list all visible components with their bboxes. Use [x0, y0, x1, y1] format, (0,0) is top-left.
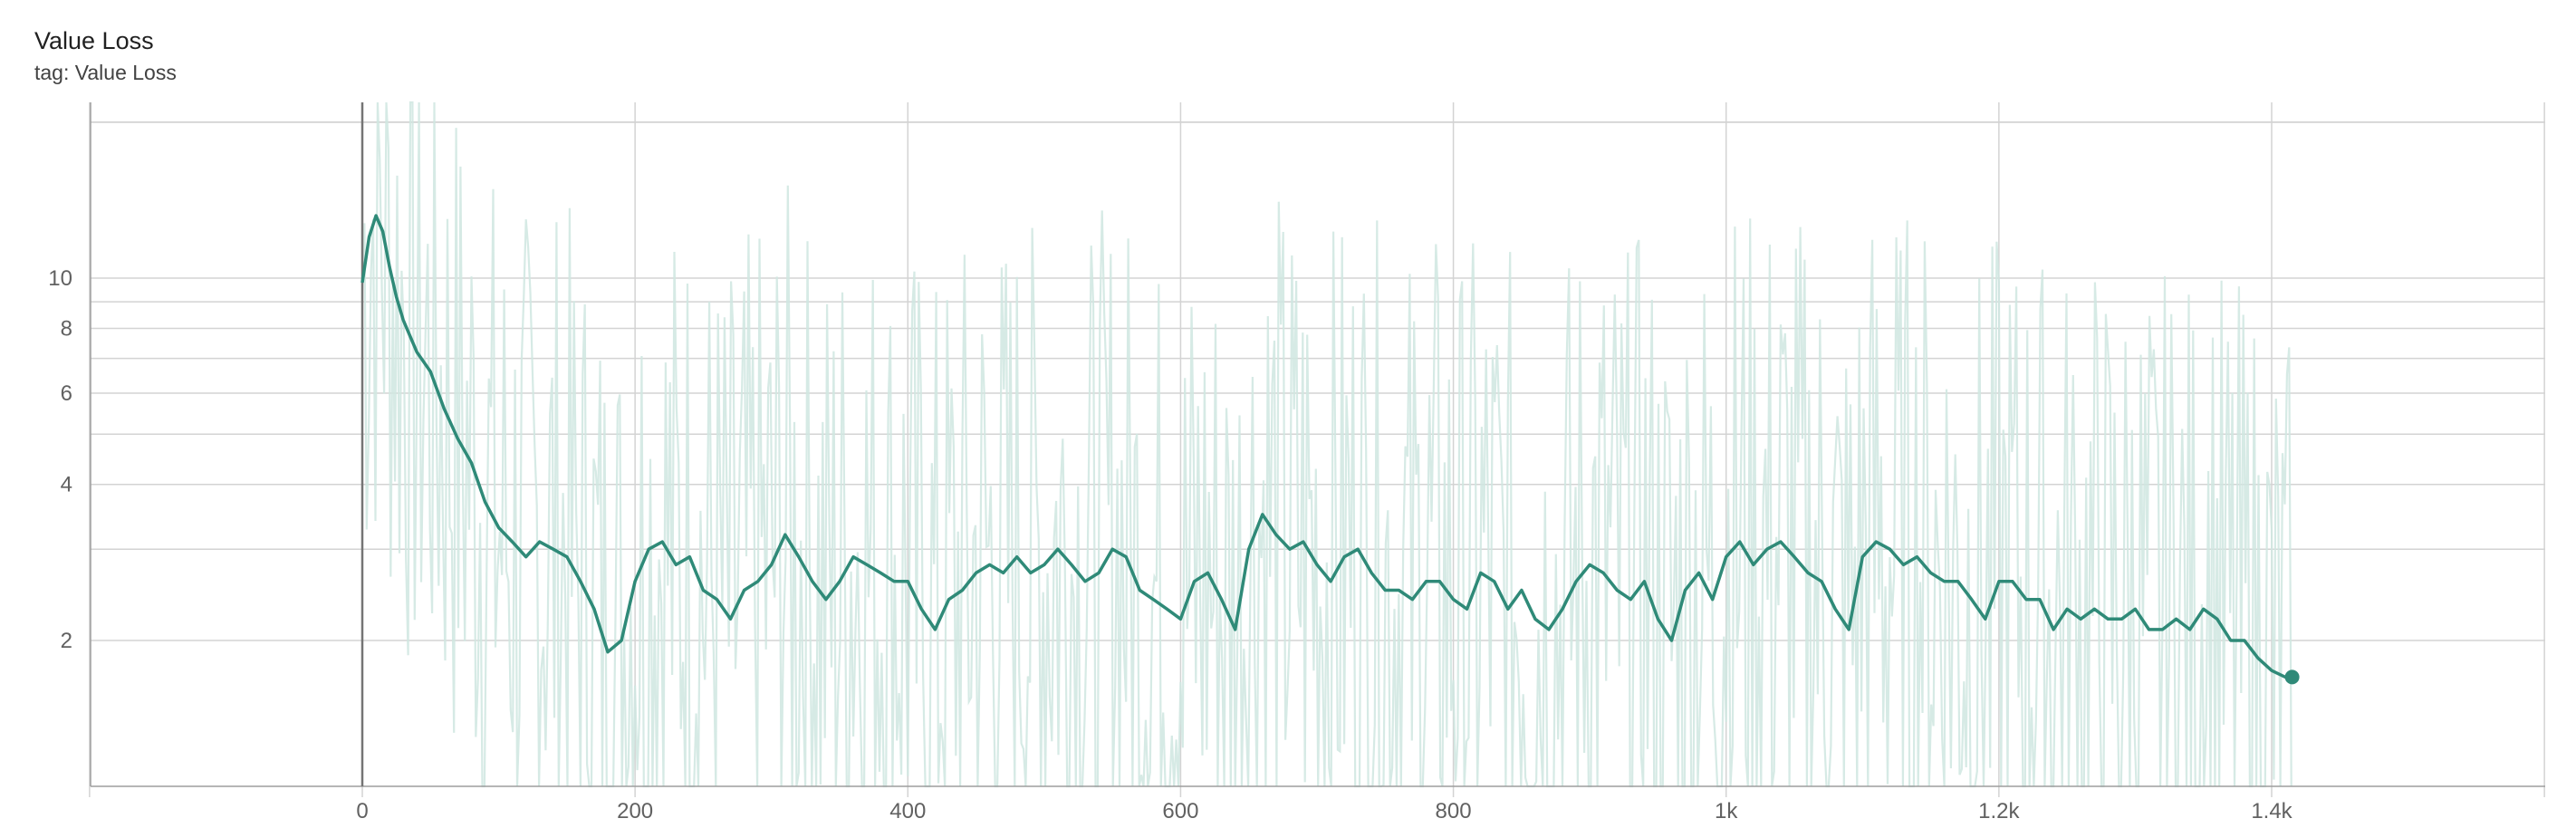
chart-title: Value Loss: [34, 27, 154, 54]
y-tick-label: 10: [48, 266, 72, 291]
x-tick-label: 600: [1162, 799, 1198, 823]
x-tick-label: 1k: [1715, 799, 1738, 823]
x-tick-label: 800: [1436, 799, 1472, 823]
raw-series-noise: [360, 101, 2292, 788]
last-point-marker: [2284, 669, 2300, 685]
raw-series-line: [360, 101, 2292, 788]
smoothed-series-line: [360, 214, 2292, 679]
x-tick-label: 400: [889, 799, 926, 823]
tick-labels: 0 200 400 600 800 1k 1.2k 1.4k 2 4 6 8 10: [48, 266, 2292, 823]
x-tick-label: 0: [356, 799, 368, 823]
chart-tag-subtitle: tag: Value Loss: [34, 61, 177, 84]
x-tick-label: 1.2k: [1978, 799, 2020, 823]
y-tick-label: 2: [61, 629, 72, 653]
smoothed-series: [360, 214, 2300, 685]
axes: [90, 102, 2545, 787]
y-tick-label: 4: [61, 473, 72, 497]
x-tick-label: 200: [617, 799, 653, 823]
y-tick-label: 8: [61, 316, 72, 341]
y-tick-label: 6: [61, 381, 72, 406]
x-tick-label: 1.4k: [2251, 799, 2292, 823]
